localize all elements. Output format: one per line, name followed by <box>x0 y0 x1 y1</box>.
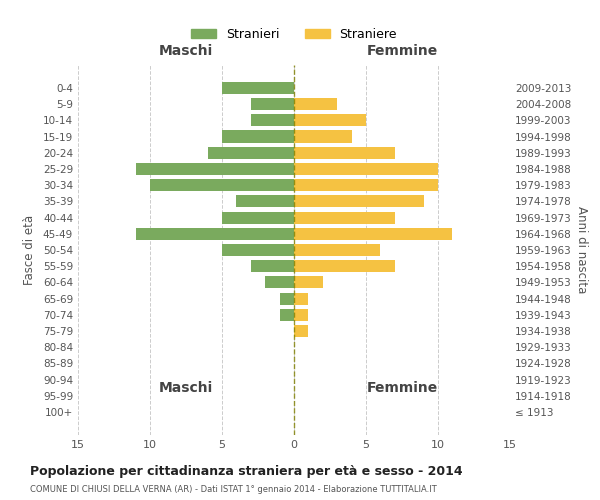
Y-axis label: Anni di nascita: Anni di nascita <box>575 206 588 294</box>
Bar <box>294 146 395 159</box>
Text: Femmine: Femmine <box>367 44 437 58</box>
Bar <box>294 292 308 304</box>
Bar <box>136 163 294 175</box>
Bar <box>222 130 294 142</box>
Bar <box>294 244 380 256</box>
Text: Femmine: Femmine <box>367 381 437 395</box>
Bar <box>280 309 294 321</box>
Bar <box>294 196 424 207</box>
Bar <box>236 196 294 207</box>
Bar <box>150 179 294 191</box>
Bar <box>251 260 294 272</box>
Bar <box>251 98 294 110</box>
Bar <box>294 212 395 224</box>
Bar <box>251 114 294 126</box>
Bar <box>294 130 352 142</box>
Bar <box>208 146 294 159</box>
Bar <box>294 325 308 337</box>
Bar <box>294 114 366 126</box>
Bar <box>222 212 294 224</box>
Text: Maschi: Maschi <box>159 44 213 58</box>
Bar <box>222 244 294 256</box>
Text: COMUNE DI CHIUSI DELLA VERNA (AR) - Dati ISTAT 1° gennaio 2014 - Elaborazione TU: COMUNE DI CHIUSI DELLA VERNA (AR) - Dati… <box>30 485 437 494</box>
Y-axis label: Fasce di età: Fasce di età <box>23 215 36 285</box>
Bar <box>294 179 438 191</box>
Bar <box>136 228 294 240</box>
Text: Maschi: Maschi <box>159 381 213 395</box>
Bar <box>294 276 323 288</box>
Bar <box>222 82 294 94</box>
Text: Popolazione per cittadinanza straniera per età e sesso - 2014: Popolazione per cittadinanza straniera p… <box>30 465 463 478</box>
Bar <box>294 163 438 175</box>
Bar <box>294 260 395 272</box>
Bar <box>294 98 337 110</box>
Bar <box>265 276 294 288</box>
Bar <box>280 292 294 304</box>
Legend: Stranieri, Straniere: Stranieri, Straniere <box>186 23 402 46</box>
Bar <box>294 228 452 240</box>
Bar <box>294 309 308 321</box>
